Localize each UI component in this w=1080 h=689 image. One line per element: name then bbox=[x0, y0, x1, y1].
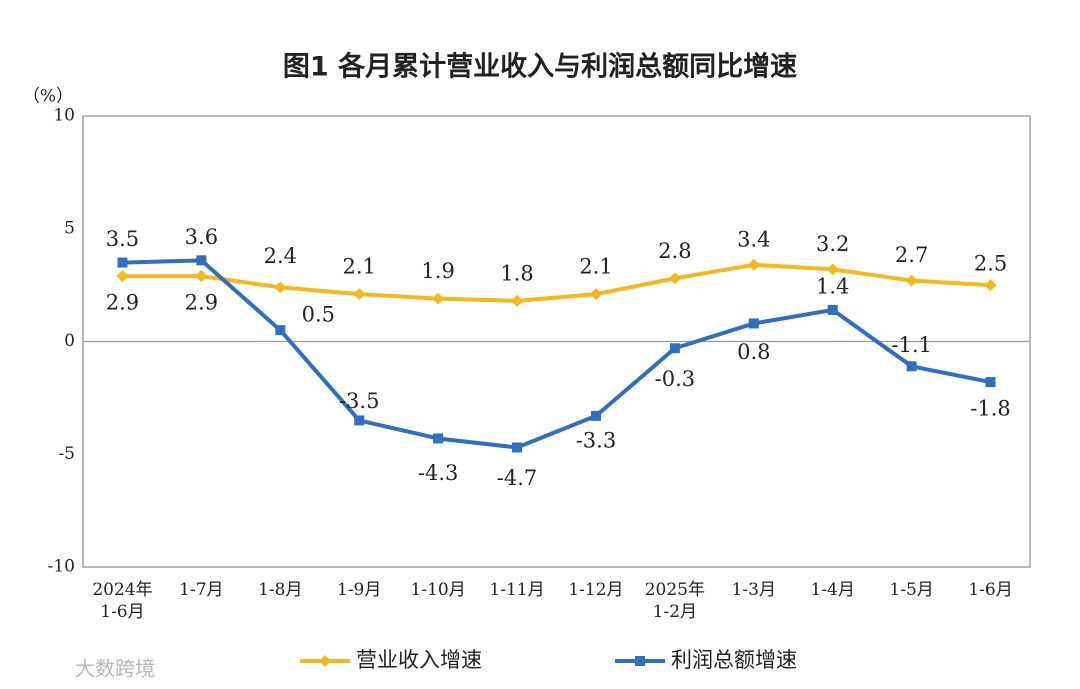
y-tick-label: 5 bbox=[64, 218, 75, 238]
point-marker bbox=[827, 304, 838, 315]
data-label: -1.1 bbox=[891, 333, 932, 357]
data-label: 1.4 bbox=[816, 274, 849, 298]
point-marker bbox=[984, 279, 997, 292]
data-label: 1.9 bbox=[421, 259, 454, 283]
data-label: 3.4 bbox=[737, 227, 770, 251]
x-tick-label: 1-6月 bbox=[968, 580, 1013, 600]
data-label: 2.4 bbox=[264, 244, 297, 268]
data-label: -3.5 bbox=[339, 389, 380, 413]
point-marker bbox=[635, 656, 645, 666]
point-marker bbox=[117, 257, 128, 268]
x-tick-label: 2025年 1-2月 bbox=[644, 580, 705, 622]
point-marker bbox=[432, 292, 445, 305]
point-marker bbox=[905, 274, 918, 287]
data-label: 3.2 bbox=[816, 232, 849, 256]
data-label: 0.8 bbox=[737, 340, 770, 364]
x-tick-label: 1-9月 bbox=[337, 580, 382, 600]
x-tick-label: 1-4月 bbox=[810, 580, 855, 600]
x-tick-label: 1-8月 bbox=[258, 580, 303, 600]
x-tick-label: 1-5月 bbox=[889, 580, 934, 600]
point-marker bbox=[826, 263, 839, 276]
y-tick-label: 10 bbox=[53, 106, 75, 126]
point-marker bbox=[116, 270, 129, 283]
point-marker bbox=[195, 270, 208, 283]
point-marker bbox=[590, 410, 601, 421]
point-marker bbox=[353, 288, 366, 301]
point-marker bbox=[985, 377, 996, 388]
point-marker bbox=[433, 433, 444, 444]
point-marker bbox=[748, 318, 759, 329]
data-label: 2.1 bbox=[579, 255, 612, 279]
data-label: -4.3 bbox=[418, 461, 459, 485]
point-marker bbox=[589, 288, 602, 301]
data-label: -3.3 bbox=[576, 428, 617, 452]
legend-label: 营业收入增速 bbox=[356, 648, 482, 672]
data-label: -0.3 bbox=[655, 367, 696, 391]
data-label: -1.8 bbox=[970, 397, 1011, 421]
x-tick-label: 1-3月 bbox=[731, 580, 776, 600]
data-label: 3.5 bbox=[106, 227, 139, 251]
data-label: 2.9 bbox=[185, 291, 218, 315]
series-line bbox=[122, 262, 991, 303]
data-label: 3.6 bbox=[185, 225, 218, 249]
point-marker bbox=[275, 325, 286, 336]
chart-title: 图1 各月累计营业收入与利润总额同比增速 bbox=[283, 51, 797, 83]
point-marker bbox=[511, 294, 524, 307]
data-label: 0.5 bbox=[302, 303, 335, 327]
x-tick-label: 2024年 1-6月 bbox=[92, 580, 153, 622]
point-marker bbox=[906, 361, 917, 372]
x-tick-label: 1-7月 bbox=[179, 580, 224, 600]
point-marker bbox=[274, 281, 287, 294]
y-tick-label: -10 bbox=[48, 557, 75, 577]
data-label: 2.1 bbox=[343, 255, 376, 279]
y-tick-label: 0 bbox=[64, 331, 75, 351]
y-axis-unit: （%） bbox=[23, 87, 73, 107]
series-line bbox=[122, 258, 991, 450]
data-label: -4.7 bbox=[497, 466, 538, 490]
point-marker bbox=[668, 272, 681, 285]
x-tick-label: 1-11月 bbox=[489, 580, 545, 600]
y-tick-label: -5 bbox=[58, 444, 75, 464]
watermark: 大数跨境 bbox=[75, 657, 155, 681]
data-label: 1.8 bbox=[500, 261, 533, 285]
x-tick-label: 1-12月 bbox=[568, 580, 624, 600]
point-marker bbox=[196, 255, 207, 266]
point-marker bbox=[512, 442, 523, 453]
x-tick-label: 1-10月 bbox=[410, 580, 466, 600]
data-label: 2.9 bbox=[106, 291, 139, 315]
point-marker bbox=[747, 258, 760, 271]
point-marker bbox=[319, 655, 331, 667]
data-label: 2.5 bbox=[974, 252, 1007, 276]
point-marker bbox=[354, 415, 365, 426]
data-label: 2.7 bbox=[895, 243, 928, 267]
point-marker bbox=[669, 343, 680, 354]
data-label: 2.8 bbox=[658, 239, 691, 263]
legend-label: 利润总额增速 bbox=[671, 648, 797, 672]
